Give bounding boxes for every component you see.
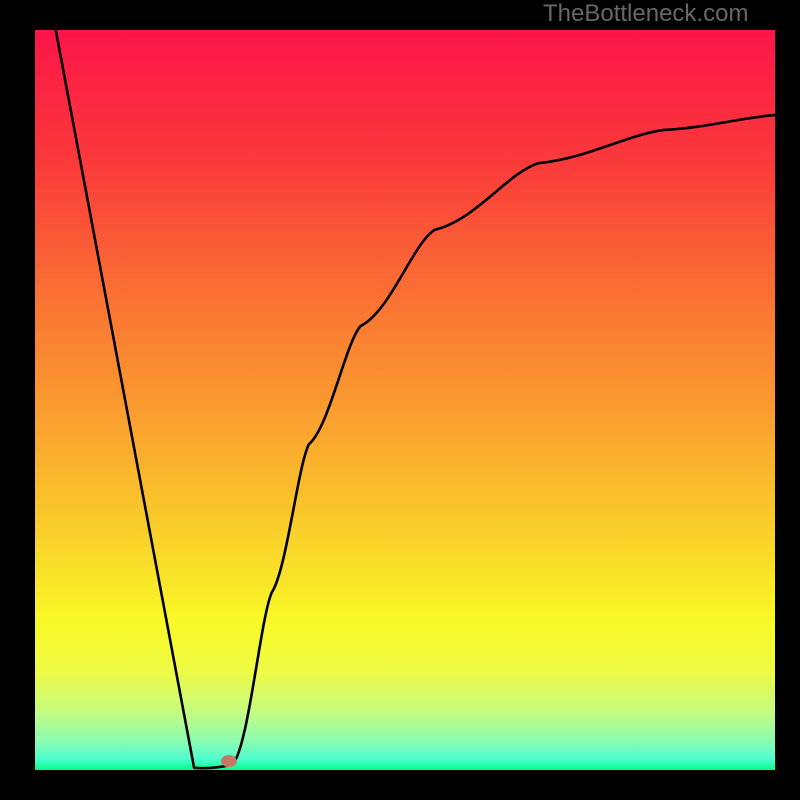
watermark-text: TheBottleneck.com xyxy=(543,0,748,28)
bottleneck-curve xyxy=(56,30,775,768)
valley-marker xyxy=(221,755,237,767)
chart-curve-layer xyxy=(35,30,775,770)
